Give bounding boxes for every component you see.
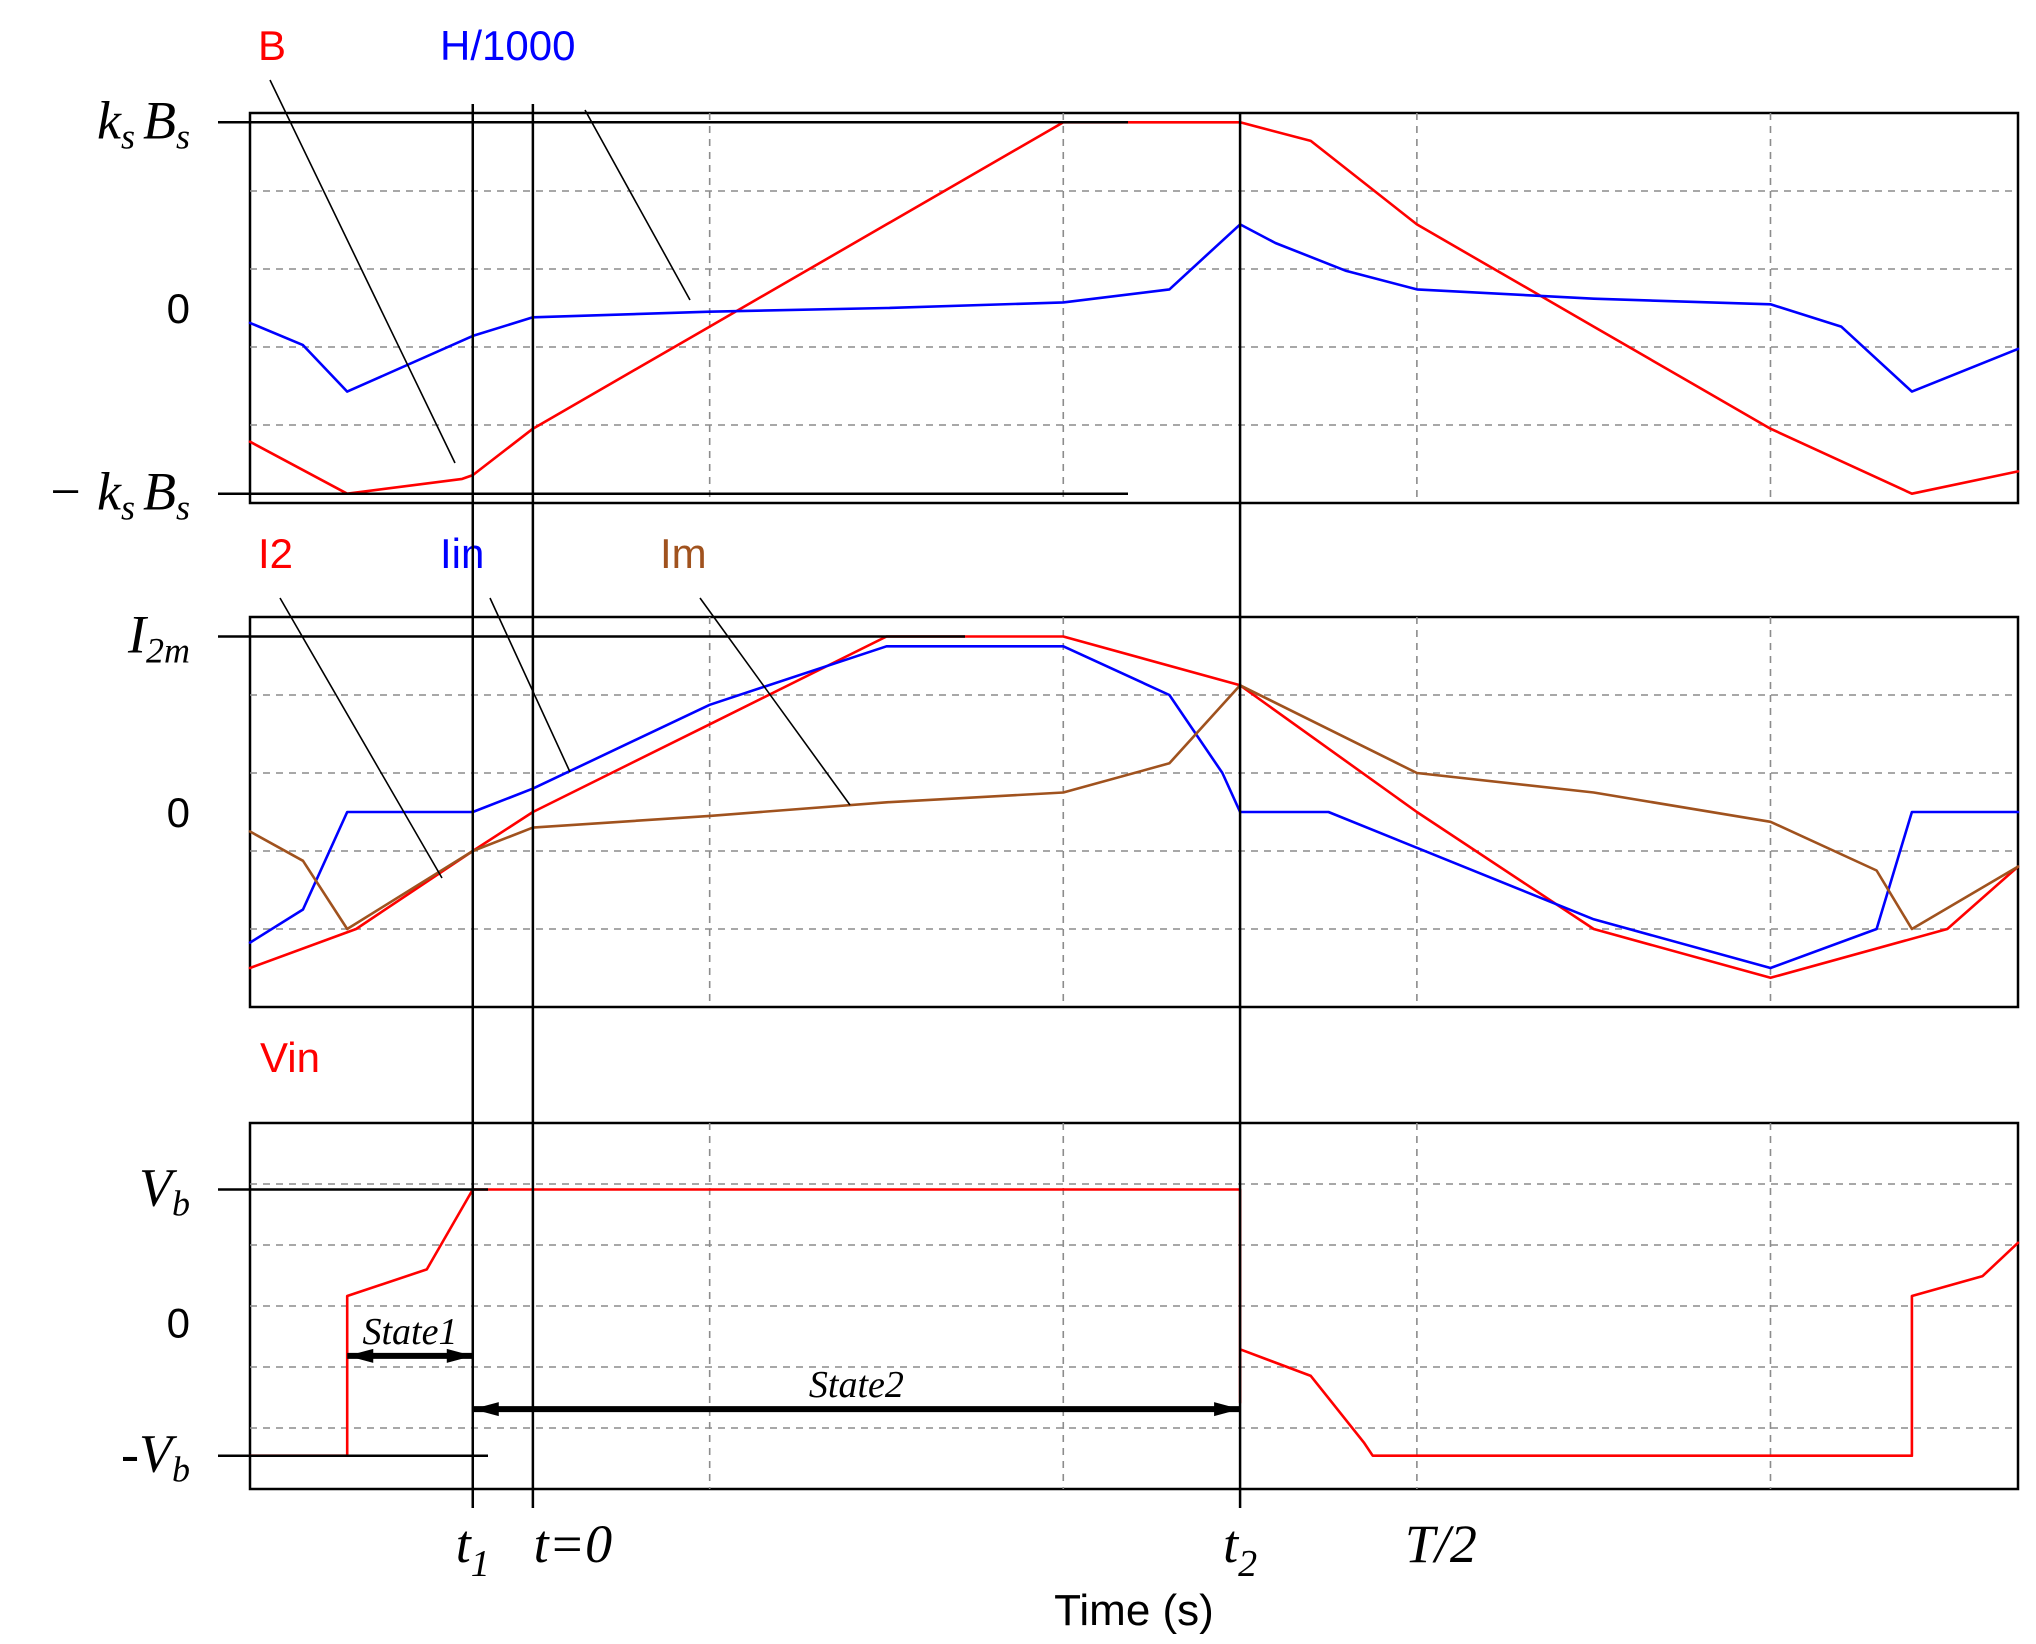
series-labels: B H/1000 (258, 22, 691, 464)
x-axis-label: Time (s) (1054, 1586, 1214, 1635)
state-arrow-left (472, 1402, 499, 1417)
y-tick-labels: ks Bs 0 − ks Bs (47, 90, 1128, 528)
y-tick-labels: I2m 0 (127, 605, 965, 836)
marker-label-t2: t2 (1223, 1514, 1257, 1585)
marker-label-t1: t1 (456, 1514, 490, 1585)
panel-current: I2m 0 I2 Iin Im (127, 530, 2020, 1009)
y-tick-label: 0 (167, 285, 190, 332)
series-line-im (248, 684, 2020, 931)
state-label: State1 (363, 1311, 458, 1353)
grid (250, 113, 2018, 503)
series-line-h1000 (248, 223, 2020, 393)
grid (250, 1123, 2018, 1489)
y-tick-label: 0 (167, 1300, 190, 1347)
leader-line (584, 109, 691, 301)
leader-line (269, 79, 456, 464)
y-tick-label: I2m (127, 605, 190, 671)
y-tick-label: 0 (167, 789, 190, 836)
panel-voltage: State1 State2 Vb 0 -Vb Vin (121, 1034, 2020, 1491)
panel-frame (248, 111, 2020, 505)
state-annotations: State1 State2 (347, 1311, 1241, 1417)
series-label: H/1000 (440, 22, 575, 69)
leader-line (279, 597, 443, 879)
state-arrow-left (347, 1348, 374, 1363)
y-tick-label: − ks Bs (47, 462, 190, 528)
series-label: Vin (260, 1034, 320, 1081)
y-tick-labels: Vb 0 -Vb (121, 1158, 488, 1490)
state-label: State2 (809, 1364, 904, 1406)
series-labels: Vin (260, 1034, 320, 1081)
leader-line (699, 597, 851, 806)
y-tick-label: ks Bs (97, 90, 190, 156)
leader-line (489, 597, 571, 773)
y-tick-label: Vb (139, 1158, 190, 1224)
series-labels: I2 Iin Im (258, 530, 851, 879)
series-label: B (258, 22, 286, 69)
state-arrow-right (1214, 1402, 1241, 1417)
marker-label-thalf: T/2 (1405, 1514, 1477, 1574)
time-markers: t1 t=0 t2 T/2 (456, 104, 1477, 1585)
panel-flux: ks Bs 0 − ks Bs B H/1000 (47, 22, 2020, 528)
series-label: Im (660, 530, 707, 577)
state-arrow-right (446, 1348, 473, 1363)
series-label: Iin (440, 530, 484, 577)
y-tick-label: -Vb (121, 1424, 190, 1490)
panel-frame (248, 615, 2020, 1009)
series-line-iin (248, 645, 2020, 970)
marker-label-t0: t=0 (534, 1514, 612, 1574)
series-label: I2 (258, 530, 293, 577)
